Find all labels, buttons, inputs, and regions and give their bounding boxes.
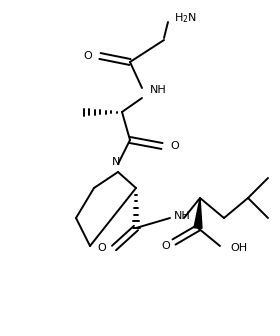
Text: O: O — [97, 243, 106, 253]
Text: N: N — [112, 157, 120, 167]
Text: OH: OH — [230, 243, 247, 253]
Text: O: O — [83, 51, 92, 61]
Polygon shape — [194, 198, 202, 228]
Text: NH: NH — [150, 85, 167, 95]
Text: NH: NH — [174, 211, 191, 221]
Text: O: O — [170, 141, 179, 151]
Text: O: O — [161, 241, 170, 251]
Text: H$_2$N: H$_2$N — [174, 11, 197, 25]
